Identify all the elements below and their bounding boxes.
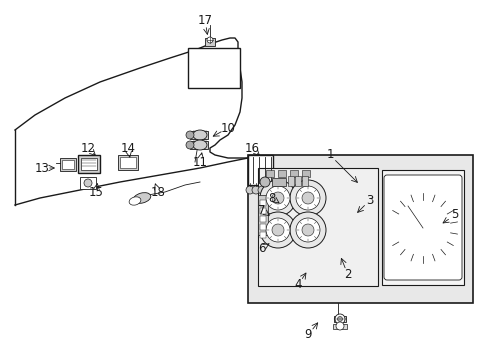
Text: 11: 11 bbox=[192, 156, 207, 168]
Bar bbox=[258, 195, 267, 235]
Text: 13: 13 bbox=[35, 162, 49, 175]
Bar bbox=[62, 160, 74, 169]
Bar bbox=[278, 170, 285, 177]
Ellipse shape bbox=[133, 193, 150, 203]
Ellipse shape bbox=[258, 186, 265, 194]
Ellipse shape bbox=[335, 322, 343, 330]
FancyBboxPatch shape bbox=[383, 175, 461, 280]
Ellipse shape bbox=[185, 131, 194, 139]
Text: 16: 16 bbox=[244, 141, 259, 154]
Ellipse shape bbox=[260, 212, 295, 248]
Text: 8: 8 bbox=[268, 192, 275, 204]
Bar bbox=[118, 155, 138, 170]
Bar bbox=[260, 224, 265, 230]
Text: 9: 9 bbox=[304, 328, 311, 342]
Ellipse shape bbox=[264, 186, 271, 194]
Ellipse shape bbox=[84, 179, 92, 187]
Text: 17: 17 bbox=[197, 13, 212, 27]
Bar bbox=[187, 48, 240, 88]
Bar bbox=[80, 177, 96, 189]
Bar bbox=[190, 131, 207, 139]
Bar bbox=[271, 178, 285, 186]
Ellipse shape bbox=[271, 224, 284, 236]
Bar bbox=[258, 168, 377, 286]
Bar bbox=[260, 216, 265, 222]
Bar bbox=[333, 316, 346, 322]
Ellipse shape bbox=[289, 180, 325, 216]
Ellipse shape bbox=[302, 224, 313, 236]
Bar bbox=[120, 157, 136, 168]
Bar bbox=[260, 232, 265, 238]
Ellipse shape bbox=[129, 197, 141, 205]
Bar bbox=[247, 155, 472, 303]
Bar bbox=[190, 141, 207, 149]
Text: 4: 4 bbox=[294, 279, 301, 292]
Bar bbox=[265, 170, 273, 177]
Text: 15: 15 bbox=[88, 185, 103, 198]
Ellipse shape bbox=[185, 141, 194, 149]
Text: 10: 10 bbox=[220, 122, 235, 135]
Text: 2: 2 bbox=[344, 269, 351, 282]
Bar bbox=[60, 158, 76, 171]
Bar bbox=[381, 170, 463, 285]
Bar bbox=[193, 130, 206, 140]
Bar bbox=[247, 155, 272, 185]
Ellipse shape bbox=[295, 218, 319, 242]
Ellipse shape bbox=[302, 192, 313, 204]
Ellipse shape bbox=[265, 186, 289, 210]
Text: 3: 3 bbox=[366, 194, 373, 207]
Bar bbox=[302, 170, 309, 177]
Bar bbox=[260, 200, 265, 206]
Ellipse shape bbox=[251, 186, 260, 194]
Bar bbox=[302, 176, 307, 186]
Bar bbox=[81, 158, 97, 170]
Ellipse shape bbox=[260, 180, 295, 216]
Bar bbox=[260, 208, 265, 214]
Bar bbox=[332, 324, 346, 329]
Bar bbox=[193, 140, 206, 150]
Bar bbox=[78, 155, 100, 173]
Bar bbox=[289, 170, 297, 177]
Text: 12: 12 bbox=[81, 141, 95, 154]
Ellipse shape bbox=[265, 218, 289, 242]
Bar bbox=[294, 176, 301, 186]
Ellipse shape bbox=[245, 186, 253, 194]
Text: 1: 1 bbox=[325, 148, 333, 162]
Text: 14: 14 bbox=[120, 141, 135, 154]
Ellipse shape bbox=[193, 130, 206, 140]
Text: 7: 7 bbox=[258, 203, 265, 216]
Ellipse shape bbox=[271, 192, 284, 204]
Ellipse shape bbox=[193, 140, 206, 150]
Ellipse shape bbox=[206, 37, 213, 43]
Text: 18: 18 bbox=[150, 185, 165, 198]
Ellipse shape bbox=[260, 177, 269, 187]
Text: 6: 6 bbox=[258, 242, 265, 255]
Ellipse shape bbox=[334, 314, 345, 324]
Bar bbox=[204, 38, 215, 46]
Text: 5: 5 bbox=[450, 208, 458, 221]
Ellipse shape bbox=[295, 186, 319, 210]
Bar bbox=[287, 176, 293, 186]
Ellipse shape bbox=[337, 316, 342, 321]
Ellipse shape bbox=[289, 212, 325, 248]
